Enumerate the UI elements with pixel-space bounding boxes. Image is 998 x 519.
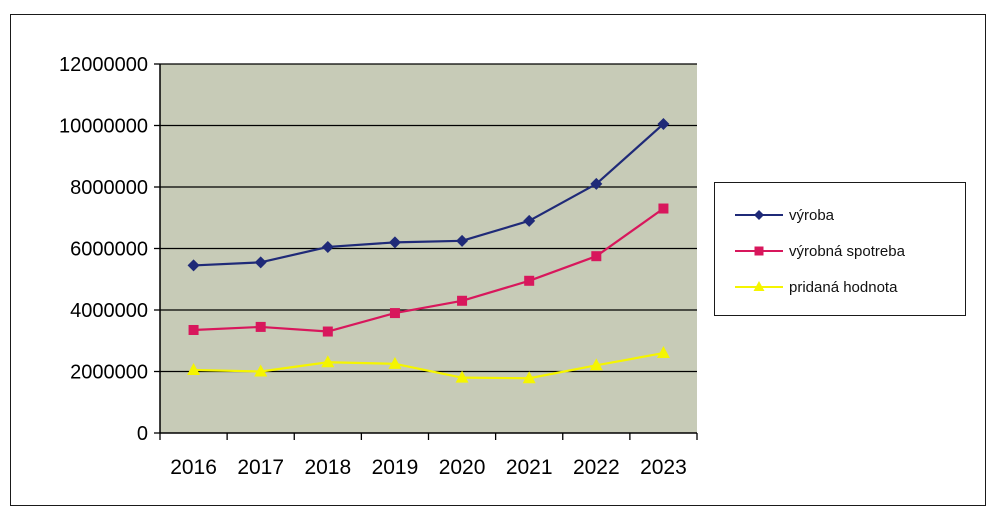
legend-item-vyroba: výroba (733, 205, 834, 225)
series-2-point (254, 364, 268, 377)
series-0-point (456, 234, 469, 247)
x-tick-label: 2017 (237, 456, 284, 479)
series-2-point (388, 356, 402, 369)
series-2-point (522, 371, 536, 384)
legend-swatch-pridana-hodnota (735, 281, 783, 291)
series-0-point (321, 240, 334, 253)
y-tick-label: 2000000 (70, 362, 148, 384)
legend-label-vyroba: výroba (789, 206, 835, 224)
axes: 0 2000000 4000000 6000000 8000000 10000000 120… (59, 54, 698, 479)
series-0-line (193, 123, 665, 267)
series-2-point (656, 346, 670, 359)
series-1-point (255, 321, 266, 332)
legend-label-vyrobna-spotreba: výrobná spotreba (789, 242, 905, 260)
series-2-point (321, 355, 335, 368)
series-0-point (657, 117, 670, 130)
series-2-point (589, 358, 603, 371)
series-1-point (389, 308, 400, 319)
x-tick-label: 2023 (640, 456, 687, 479)
series-2-line (193, 351, 664, 380)
y-tick-label: 10000000 (59, 116, 148, 138)
series-0-point (590, 177, 603, 190)
x-tick-label: 2020 (439, 456, 486, 479)
legend-item-pridana-hodnota: pridaná hodnota (733, 277, 897, 297)
series-1-point (188, 324, 199, 335)
series-2-point (455, 370, 469, 383)
series-0-point (388, 236, 401, 249)
series-0-point (523, 214, 536, 227)
series-2 (187, 346, 670, 384)
series-0-point (187, 259, 200, 272)
series-1-point (591, 251, 602, 262)
series-lines (187, 117, 670, 384)
y-tick-label: 12000000 (59, 54, 148, 76)
series-0-point (254, 256, 267, 269)
x-tick-label: 2021 (506, 456, 553, 479)
series-0 (187, 117, 670, 272)
y-tick-label: 0 (137, 423, 148, 445)
legend-item-vyrobna-spotreba: výrobná spotreba (733, 241, 905, 261)
x-tick-label: 2018 (304, 456, 351, 479)
x-tick-label: 2022 (573, 456, 620, 479)
series-2-point (187, 362, 201, 375)
x-tick-label: 2019 (372, 456, 419, 479)
y-tick-label: 6000000 (70, 239, 148, 261)
series-1-point (457, 295, 468, 306)
series-1-line (193, 207, 665, 333)
series-1-point (658, 203, 669, 214)
series-1 (188, 203, 669, 337)
legend-swatch-vyrobna-spotreba (735, 246, 783, 256)
x-tick-label: 2016 (170, 456, 217, 479)
legend: výroba výrobná spotreba pridaná hodnota (714, 182, 966, 316)
series-1-point (524, 275, 535, 286)
y-tick-label: 8000000 (70, 177, 148, 199)
y-tick-label: 4000000 (70, 300, 148, 322)
legend-swatch-vyroba (735, 210, 783, 220)
legend-label-pridana-hodnota: pridaná hodnota (789, 278, 898, 296)
series-1-point (322, 326, 333, 337)
